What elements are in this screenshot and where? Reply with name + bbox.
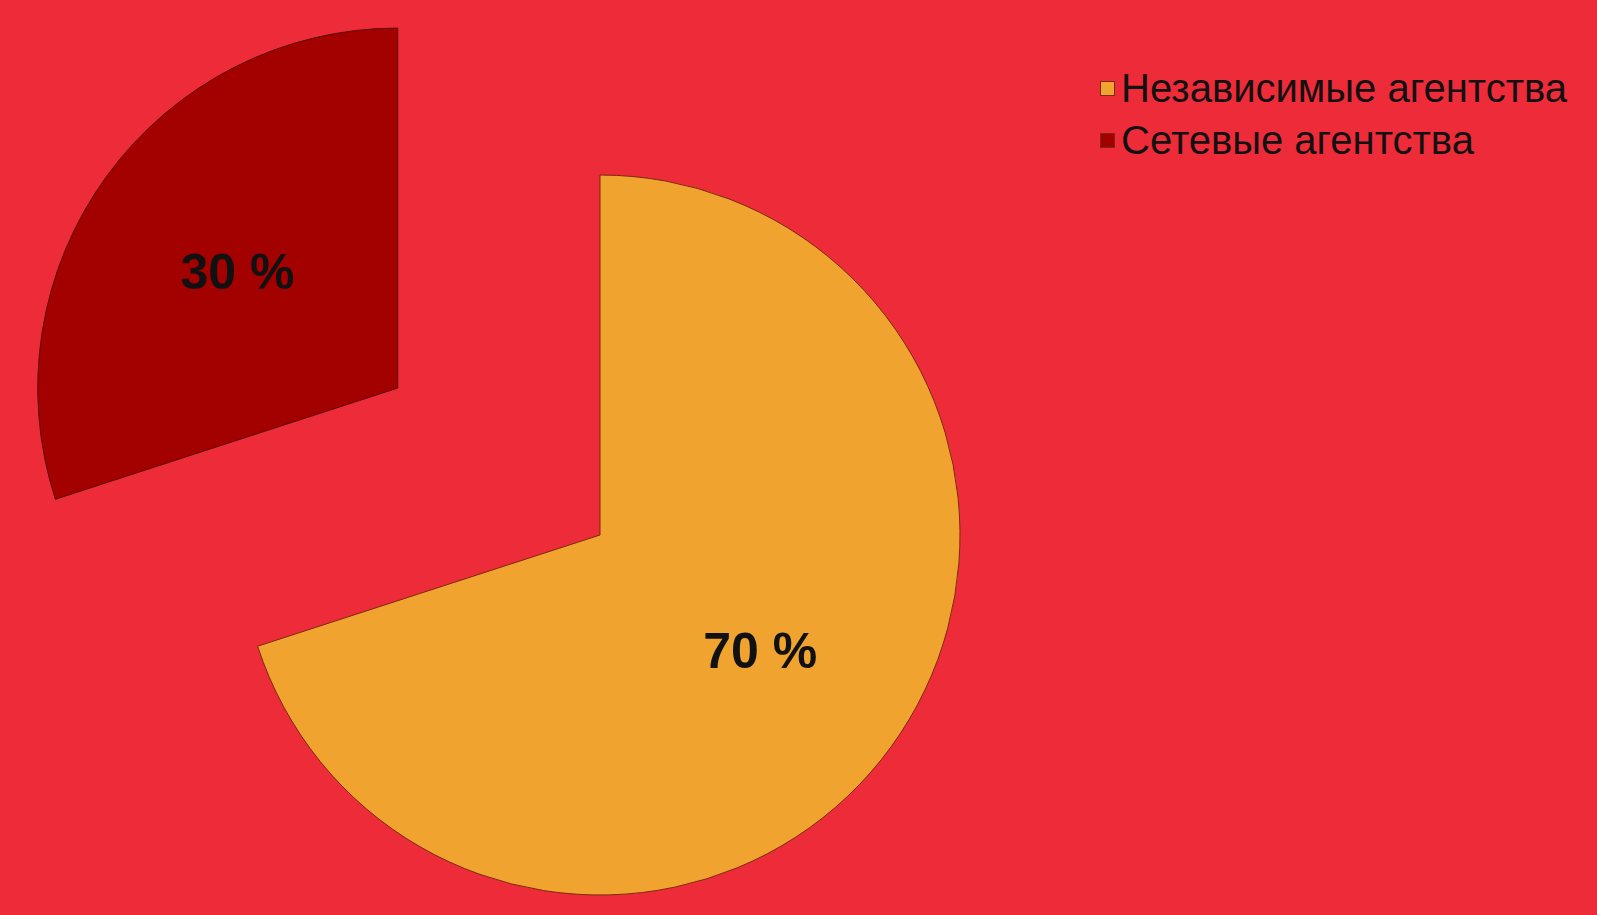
- html-text:Независимые агентства: Независимые агентства: [1121, 66, 1567, 110]
- html-text:Сетевые агентства: Сетевые агентства: [1121, 118, 1474, 162]
- svg-text:70 %: 70 %: [703, 623, 817, 679]
- svg-text:30 %: 30 %: [181, 244, 295, 300]
